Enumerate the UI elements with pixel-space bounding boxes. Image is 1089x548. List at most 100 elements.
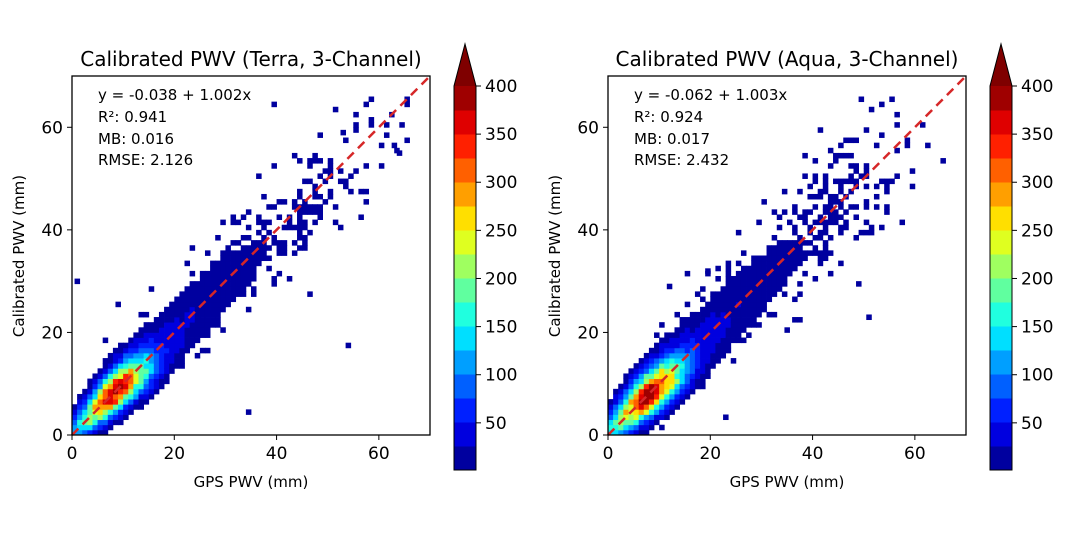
heatmap-cell: [199, 306, 206, 313]
heatmap-cell: [822, 229, 829, 236]
heatmap-cell: [133, 363, 139, 369]
heatmap-cell: [148, 322, 155, 328]
heatmap-cell: [848, 188, 854, 195]
heatmap-cell: [210, 270, 216, 277]
heatmap-cell: [97, 429, 104, 436]
heatmap-cell: [220, 250, 226, 256]
colorbar-level: [454, 182, 476, 207]
heatmap-cell: [664, 363, 670, 369]
x-tick-label: 60: [368, 444, 390, 464]
heatmap-cell: [143, 332, 150, 338]
heatmap-cell: [720, 301, 727, 308]
heatmap-cell: [179, 347, 185, 354]
heatmap-cell: [730, 291, 737, 297]
heatmap-cell: [648, 347, 655, 354]
heatmap-outlier-cell: [866, 314, 872, 321]
heatmap-cell: [679, 363, 686, 369]
heatmap-cell: [679, 317, 686, 323]
aqua-stats-annotation: y = -0.062 + 1.003x R²: 0.924 MB: 0.017 …: [634, 86, 787, 169]
heatmap-cell: [740, 281, 747, 287]
heatmap-cell: [220, 306, 226, 313]
heatmap-cell: [812, 173, 819, 179]
aqua-x-axis-label: GPS PWV (mm): [730, 473, 845, 491]
heatmap-cell: [302, 240, 308, 246]
heatmap-cell: [215, 286, 221, 292]
heatmap-cell: [822, 178, 829, 185]
heatmap-cell: [843, 137, 849, 144]
heatmap-cell: [700, 368, 706, 374]
heatmap-cell: [204, 286, 211, 292]
heatmap-cell: [128, 409, 134, 415]
heatmap-cell: [679, 352, 686, 359]
heatmap-cell: [669, 358, 675, 364]
heatmap-cell: [643, 363, 650, 369]
heatmap-cell: [302, 219, 308, 226]
heatmap-cell: [174, 363, 180, 369]
heatmap-cell: [153, 342, 160, 349]
heatmap-cell: [92, 399, 98, 405]
heatmap-cell: [102, 368, 109, 374]
heatmap-cell: [220, 219, 226, 226]
heatmap-cell: [112, 383, 119, 390]
heatmap-cell: [128, 352, 134, 359]
heatmap-cell: [107, 383, 114, 390]
heatmap-cell: [148, 393, 155, 400]
heatmap-cell: [220, 296, 226, 303]
heatmap-cell: [648, 383, 655, 390]
heatmap-cell: [230, 260, 237, 267]
heatmap-cell: [118, 368, 124, 374]
heatmap-cell: [204, 327, 211, 333]
heatmap-cell: [771, 311, 778, 318]
heatmap-outlier-cell: [723, 414, 729, 421]
colorbar-level: [990, 110, 1012, 135]
heatmap-cell: [654, 388, 660, 395]
heatmap-cell: [802, 219, 808, 226]
heatmap-cell: [87, 419, 93, 426]
heatmap-cell: [225, 286, 231, 292]
heatmap-cell: [225, 276, 231, 282]
colorbar-level: [454, 422, 476, 447]
heatmap-cell: [281, 245, 288, 251]
heatmap-cell: [648, 373, 655, 379]
colorbar-level: [454, 350, 476, 375]
heatmap-cell: [235, 281, 242, 287]
heatmap-cell: [102, 393, 109, 400]
heatmap-cell: [638, 388, 645, 395]
heatmap-cell: [659, 322, 665, 328]
heatmap-cell: [833, 199, 839, 205]
heatmap-outlier-cell: [115, 301, 121, 308]
heatmap-cell: [700, 363, 706, 369]
heatmap-cell: [858, 173, 865, 179]
heatmap-cell: [133, 332, 139, 338]
heatmap-cell: [317, 214, 323, 220]
heatmap-cell: [179, 337, 185, 344]
heatmap-cell: [312, 158, 318, 164]
heatmap-cell: [143, 322, 150, 328]
heatmap-cell: [92, 404, 98, 410]
colorbar-level: [454, 278, 476, 303]
heatmap-cell: [628, 424, 634, 431]
heatmap-cell: [245, 209, 252, 215]
heatmap-cell: [138, 404, 144, 410]
terra-y-axis: 0 20 40 60: [41, 118, 72, 446]
heatmap-cell: [189, 291, 196, 297]
heatmap-cell: [164, 311, 170, 318]
heatmap-cell: [694, 383, 701, 390]
heatmap-cell: [189, 296, 196, 303]
heatmap-cell: [643, 414, 650, 421]
heatmap-cell: [77, 409, 83, 415]
heatmap-cell: [705, 337, 711, 344]
heatmap-cell: [684, 327, 691, 333]
heatmap-cell: [297, 245, 303, 251]
heatmap-cell: [153, 363, 160, 369]
heatmap-cell: [725, 332, 732, 338]
heatmap-cell: [199, 270, 206, 277]
heatmap-cell: [710, 327, 716, 333]
heatmap-cell: [266, 255, 272, 262]
heatmap-cell: [312, 152, 318, 159]
heatmap-cell: [317, 158, 323, 164]
heatmap-cell: [82, 424, 88, 431]
heatmap-cell: [654, 404, 660, 410]
heatmap-cell: [230, 214, 237, 220]
heatmap-cell: [169, 337, 175, 344]
